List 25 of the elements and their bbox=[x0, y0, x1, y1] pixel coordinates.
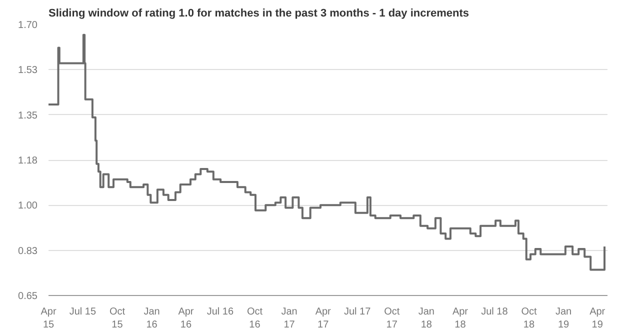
x-tick-label: Apr 15 bbox=[40, 306, 57, 331]
y-tick-label: 1.00 bbox=[18, 200, 38, 212]
y-tick-label: 1.35 bbox=[18, 110, 38, 122]
x-tick-label: Apr 18 bbox=[452, 306, 469, 331]
y-tick-label: 1.18 bbox=[18, 156, 38, 166]
x-tick-label: Oct 15 bbox=[109, 306, 126, 331]
x-tick-label: Jul 18 bbox=[481, 306, 508, 318]
x-tick-label: Oct 16 bbox=[246, 306, 263, 331]
chart-title: Sliding window of rating 1.0 for matches in the past 3 months - 1 day increments bbox=[48, 8, 470, 20]
x-tick-label: Jan 18 bbox=[418, 306, 434, 331]
x-tick-label: Apr 17 bbox=[315, 306, 332, 331]
y-tick-label: 0.83 bbox=[18, 246, 38, 257]
y-tick-label: 1.70 bbox=[18, 20, 38, 31]
x-tick-label: Apr 16 bbox=[178, 306, 194, 331]
x-tick-label: Jul 15 bbox=[69, 306, 96, 318]
x-tick-label: Jan 17 bbox=[281, 306, 298, 331]
x-tick-label: Jul 17 bbox=[344, 306, 372, 318]
x-tick-label: Oct 18 bbox=[521, 306, 537, 331]
x-tick-label: Apr 19 bbox=[590, 306, 606, 331]
x-tick-label: Jul 16 bbox=[206, 306, 234, 318]
y-tick-label: 0.65 bbox=[18, 291, 38, 302]
y-tick-label: 1.53 bbox=[18, 65, 38, 76]
x-tick-label: Oct 17 bbox=[384, 306, 400, 331]
x-tick-label: Jan 19 bbox=[555, 306, 572, 331]
x-tick-label: Jan 16 bbox=[144, 306, 160, 331]
